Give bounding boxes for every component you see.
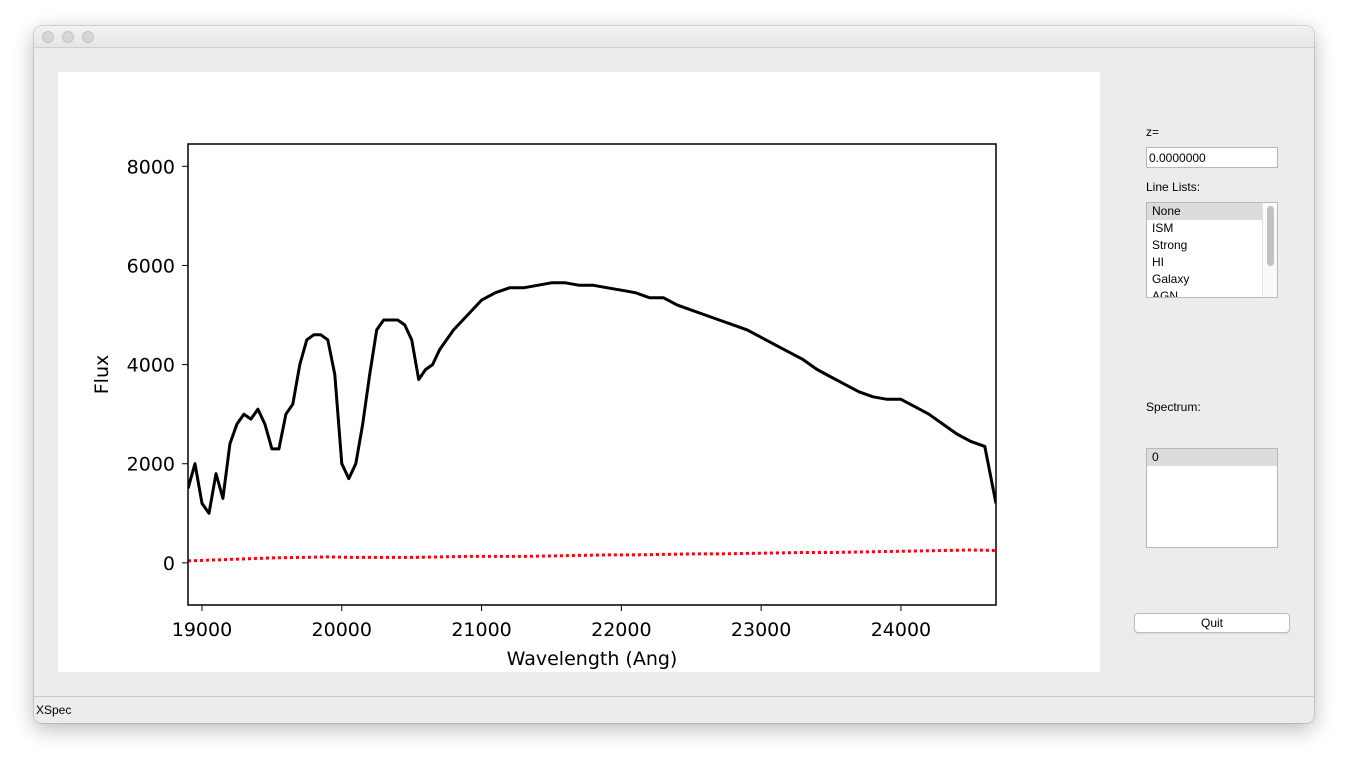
y-axis-title: Flux [91, 355, 113, 395]
x-axis-title: Wavelength (Ang) [507, 648, 678, 670]
spectrum-plot[interactable]: 19000 20000 21000 22000 23000 24000 0 2000 4000 6… [58, 72, 1100, 672]
z-label: z= [1146, 125, 1160, 139]
line-lists-scrollbar[interactable] [1262, 203, 1277, 297]
x-tick-label: 20000 [312, 619, 372, 641]
spectrum-item-0[interactable]: 0 [1147, 449, 1277, 466]
y-tick-label: 2000 [127, 454, 175, 476]
spectrum-label: Spectrum: [1146, 400, 1201, 414]
series-layer [188, 281, 996, 563]
flux-series-line [188, 281, 996, 515]
xspec-window: 19000 20000 21000 22000 23000 24000 0 2000 4000 6… [34, 26, 1314, 723]
status-text: XSpec [36, 703, 72, 717]
scrollbar-thumb[interactable] [1267, 206, 1274, 266]
y-tick-label: 0 [163, 553, 175, 575]
redshift-input[interactable] [1146, 147, 1278, 168]
tick-layer: 19000 20000 21000 22000 23000 24000 0 2000 4000 6… [127, 156, 932, 641]
line-list-item-none[interactable]: None [1147, 203, 1277, 220]
status-bar: XSpec [34, 696, 1314, 723]
y-tick-label: 4000 [127, 355, 175, 377]
y-tick-label: 6000 [127, 255, 175, 277]
minimize-window-button[interactable] [62, 31, 74, 43]
x-tick-label: 23000 [731, 619, 791, 641]
y-tick-label: 8000 [127, 156, 175, 178]
line-list-item-strong[interactable]: Strong [1152, 238, 1188, 252]
line-list-item-agn[interactable]: AGN [1152, 289, 1179, 298]
error-series-line [188, 548, 996, 563]
close-window-button[interactable] [42, 31, 54, 43]
x-tick-label: 21000 [451, 619, 511, 641]
line-lists-label: Line Lists: [1146, 180, 1201, 194]
line-list-item-galaxy[interactable]: Galaxy [1152, 272, 1190, 286]
x-tick-label: 24000 [871, 619, 931, 641]
axes-frame [187, 143, 997, 606]
line-list-item-hi[interactable]: HI [1152, 255, 1164, 269]
line-lists-listbox[interactable]: None ISM Strong HI Galaxy AGN [1146, 202, 1278, 298]
spectrum-listbox[interactable]: 0 [1146, 448, 1278, 548]
spectrum-chart[interactable]: 19000 20000 21000 22000 23000 24000 0 2000 4000 6… [58, 72, 1100, 672]
line-list-item-ism[interactable]: ISM [1152, 221, 1174, 235]
x-tick-label: 19000 [172, 619, 232, 641]
zoom-window-button[interactable] [82, 31, 94, 43]
x-tick-label: 22000 [591, 619, 651, 641]
quit-button[interactable]: Quit [1134, 613, 1290, 633]
title-bar [34, 26, 1314, 48]
